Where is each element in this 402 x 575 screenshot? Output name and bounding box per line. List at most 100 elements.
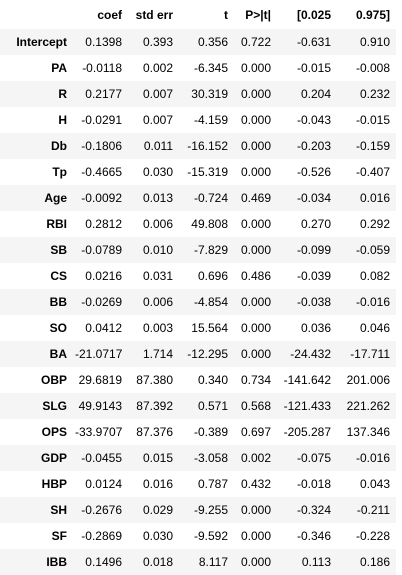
std-err-cell: 0.006 <box>142 217 173 231</box>
std-err-cell: 0.003 <box>142 321 173 335</box>
ci-upper-cell: 0.082 <box>359 269 390 283</box>
ci-upper-cell: -0.059 <box>355 243 390 257</box>
header-ci-lower: [0.025 <box>296 8 331 22</box>
table-row: OBP 29.6819 87.380 0.340 0.734 -141.642 201.00… <box>0 367 396 393</box>
p-value-cell: 0.000 <box>240 243 271 257</box>
std-err-cell: 0.029 <box>142 503 173 517</box>
row-label: H <box>58 113 67 127</box>
t-cell: 49.808 <box>191 217 228 231</box>
ci-upper-cell: -0.407 <box>355 165 390 179</box>
std-err-cell: 0.007 <box>142 113 173 127</box>
table-row: OPS -33.9707 87.376 -0.389 0.697 -205.287 137.… <box>0 419 396 445</box>
table-body: Intercept 0.1398 0.393 0.356 0.722 -0.631 0.91… <box>0 29 396 575</box>
std-err-cell: 0.031 <box>142 269 173 283</box>
p-value-cell: 0.697 <box>240 425 271 439</box>
ci-upper-cell: -0.016 <box>355 451 390 465</box>
std-err-cell: 0.007 <box>142 87 173 101</box>
p-value-cell: 0.000 <box>240 61 271 75</box>
p-value-cell: 0.000 <box>240 529 271 543</box>
ci-lower-cell: -0.324 <box>296 503 331 517</box>
ci-lower-cell: -0.203 <box>296 139 331 153</box>
t-cell: -9.592 <box>193 529 228 543</box>
t-cell: -16.152 <box>187 139 228 153</box>
row-label: SO <box>49 321 67 335</box>
coef-cell: -21.0717 <box>75 347 123 361</box>
row-label: OPS <box>41 425 67 439</box>
t-cell: 15.564 <box>191 321 228 335</box>
std-err-cell: 0.393 <box>142 35 173 49</box>
p-value-cell: 0.486 <box>240 269 271 283</box>
coef-cell: -0.2869 <box>81 529 122 543</box>
ci-upper-cell: 0.232 <box>359 87 390 101</box>
ci-upper-cell: -0.228 <box>355 529 390 543</box>
table-row: Age -0.0092 0.013 -0.724 0.469 -0.034 0.016 <box>0 185 396 211</box>
row-label: SH <box>50 503 67 517</box>
table-row: BA -21.0717 1.714 -12.295 0.000 -24.432 -17.71… <box>0 341 396 367</box>
table-row: R 0.2177 0.007 30.319 0.000 0.204 0.232 <box>0 81 396 107</box>
ci-upper-cell: 201.006 <box>346 373 390 387</box>
coef-cell: -0.0789 <box>81 243 122 257</box>
ci-upper-cell: -0.211 <box>356 503 390 517</box>
t-cell: 0.696 <box>197 269 228 283</box>
ci-upper-cell: -0.015 <box>355 113 390 127</box>
coef-cell: -0.0291 <box>81 113 122 127</box>
std-err-cell: 0.006 <box>142 295 173 309</box>
std-err-cell: 0.016 <box>142 477 173 491</box>
row-label: CS <box>50 269 67 283</box>
coef-cell: 0.2812 <box>85 217 122 231</box>
p-value-cell: 0.000 <box>240 87 271 101</box>
coef-cell: -33.9707 <box>75 425 123 439</box>
ci-upper-cell: -0.016 <box>355 295 390 309</box>
header-p-value: P>|t| <box>245 8 271 22</box>
p-value-cell: 0.000 <box>240 113 271 127</box>
p-value-cell: 0.000 <box>240 295 271 309</box>
row-label: BA <box>49 347 67 361</box>
table-row: CS 0.0216 0.031 0.696 0.486 -0.039 0.082 <box>0 263 396 289</box>
header-coef: coef <box>97 8 122 22</box>
t-cell: -4.854 <box>193 295 228 309</box>
std-err-cell: 87.380 <box>136 373 173 387</box>
p-value-cell: 0.000 <box>240 217 271 231</box>
table-row: Db -0.1806 0.011 -16.152 0.000 -0.203 -0.159 <box>0 133 396 159</box>
row-label: GDP <box>40 451 67 465</box>
coef-cell: 0.0124 <box>85 477 122 491</box>
row-label: HBP <box>41 477 67 491</box>
coef-cell: 0.1496 <box>85 555 122 569</box>
std-err-cell: 87.376 <box>136 425 173 439</box>
p-value-cell: 0.000 <box>240 555 271 569</box>
ci-upper-cell: 0.186 <box>359 555 390 569</box>
ci-lower-cell: -0.075 <box>296 451 331 465</box>
std-err-cell: 0.013 <box>142 191 173 205</box>
row-label: SF <box>51 529 67 543</box>
std-err-cell: 0.002 <box>142 61 173 75</box>
ci-upper-cell: -0.159 <box>355 139 390 153</box>
ci-upper-cell: 137.346 <box>346 425 390 439</box>
row-label: R <box>58 87 67 101</box>
ci-lower-cell: -24.432 <box>290 347 331 361</box>
row-label: SLG <box>42 399 67 413</box>
std-err-cell: 0.018 <box>142 555 173 569</box>
p-value-cell: 0.568 <box>240 399 271 413</box>
t-cell: -7.829 <box>193 243 228 257</box>
t-cell: -6.345 <box>193 61 228 75</box>
p-value-cell: 0.000 <box>240 321 271 335</box>
table-row: SLG 49.9143 87.392 0.571 0.568 -121.433 221.26… <box>0 393 396 419</box>
row-label: RBI <box>46 217 67 231</box>
p-value-cell: 0.000 <box>240 503 271 517</box>
table-row: IBB 0.1496 0.018 8.117 0.000 0.113 0.186 <box>0 549 396 575</box>
row-label: PA <box>51 61 67 75</box>
ci-lower-cell: 0.270 <box>300 217 331 231</box>
ci-lower-cell: 0.204 <box>300 87 331 101</box>
t-cell: 0.340 <box>197 373 228 387</box>
ci-lower-cell: -205.287 <box>283 425 331 439</box>
coef-cell: -0.4665 <box>81 165 122 179</box>
ci-lower-cell: -0.034 <box>296 191 331 205</box>
std-err-cell: 0.010 <box>142 243 173 257</box>
ci-lower-cell: -0.015 <box>296 61 331 75</box>
row-label: OBP <box>40 373 67 387</box>
t-cell: -4.159 <box>193 113 228 127</box>
p-value-cell: 0.000 <box>240 165 271 179</box>
coef-cell: 49.9143 <box>78 399 122 413</box>
std-err-cell: 0.030 <box>142 165 173 179</box>
table-header: coef std err t P>|t| [0.025 0.975] <box>0 2 396 29</box>
